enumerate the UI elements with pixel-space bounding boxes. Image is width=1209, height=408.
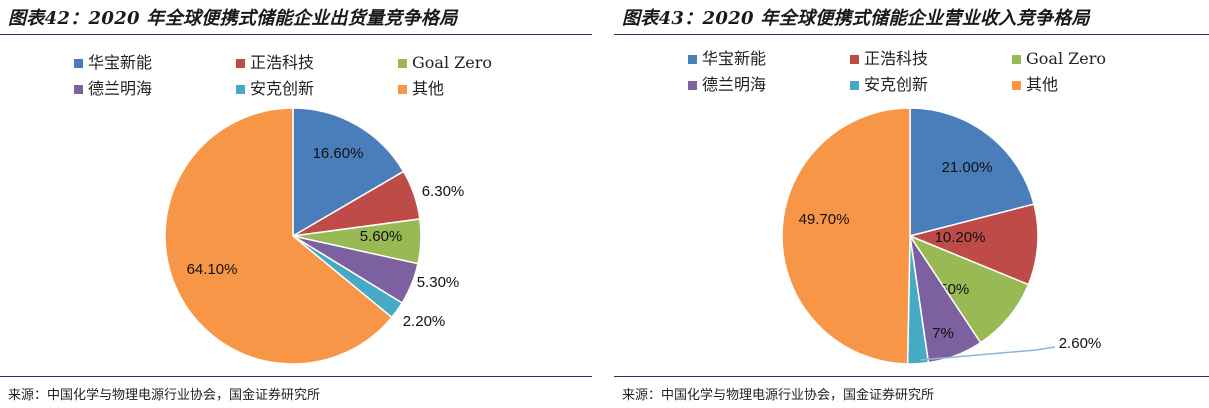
legend-label: 华宝新能 <box>88 53 152 72</box>
legend-swatch <box>236 59 245 68</box>
legend-swatch <box>398 59 407 68</box>
legend-swatch <box>1012 81 1021 90</box>
legend-swatch <box>688 81 697 90</box>
legend-label: 安克创新 <box>864 75 928 94</box>
data-label: 2.20% <box>403 313 446 330</box>
legend-label: Goal Zero <box>412 53 492 72</box>
data-label: 2.60% <box>1059 335 1102 352</box>
chart-title: 图表43：2020 年全球便携式储能企业营业收入竞争格局 <box>622 8 1090 29</box>
source-divider <box>614 376 1209 377</box>
title-divider <box>0 34 592 35</box>
data-label: 49.70% <box>799 211 850 228</box>
legend-label: 其他 <box>412 79 444 98</box>
legend-swatch <box>398 85 407 94</box>
legend-swatch <box>688 55 697 64</box>
data-label: 7% <box>932 325 954 342</box>
pie-slice-5 <box>781 107 911 365</box>
data-label: 64.10% <box>187 261 238 278</box>
legend-swatch <box>74 85 83 94</box>
legend-label: 德兰明海 <box>702 75 766 94</box>
legend-swatch <box>1012 55 1021 64</box>
pie-slice-0 <box>292 107 405 238</box>
legend-swatch <box>236 85 245 94</box>
data-label: 16.60% <box>313 145 364 162</box>
chart-panel-revenue: 图表43：2020 年全球便携式储能企业营业收入竞争格局 21.00% 华宝新能 1… <box>614 0 1209 408</box>
data-label: 5.30% <box>417 274 460 291</box>
data-label: 21.00% <box>942 159 993 176</box>
pie-slice-1 <box>907 203 1039 286</box>
legend-label: 德兰明海 <box>88 79 152 98</box>
legend-label: 正浩科技 <box>250 53 314 72</box>
pie-slice-0 <box>909 107 1035 237</box>
legend-label: Goal Zero <box>1026 49 1106 68</box>
chart-source: 来源：中国化学与物理电源行业协会，国金证券研究所 <box>622 388 935 403</box>
legend-label: 安克创新 <box>250 79 314 98</box>
legend-swatch <box>74 59 83 68</box>
chart-source: 来源：中国化学与物理电源行业协会，国金证券研究所 <box>8 388 321 403</box>
chart-title: 图表42：2020 年全球便携式储能企业出货量竞争格局 <box>8 8 458 29</box>
data-label: 10.20% <box>935 229 986 246</box>
data-label: 5.60% <box>360 228 403 245</box>
legend-swatch <box>850 55 859 64</box>
leader-line <box>919 346 1056 361</box>
pie-chart-shipments: 16.60% 华宝新能 6.30% 正浩科技 5.60% Goal Zero 5.30% 德兰… <box>74 53 492 365</box>
legend-swatch <box>850 81 859 90</box>
chart-panel-shipments: 图表42：2020 年全球便携式储能企业出货量竞争格局 16.60% 华宝新能 6.… <box>0 0 592 408</box>
source-divider <box>0 376 592 377</box>
pie-slice-2 <box>908 234 1030 344</box>
pie-slice-5 <box>164 107 393 365</box>
legend-label: 华宝新能 <box>702 49 766 68</box>
title-divider <box>614 34 1209 35</box>
legend-label: 其他 <box>1026 75 1058 94</box>
data-label: 6.30% <box>422 183 465 200</box>
legend-label: 正浩科技 <box>864 49 928 68</box>
